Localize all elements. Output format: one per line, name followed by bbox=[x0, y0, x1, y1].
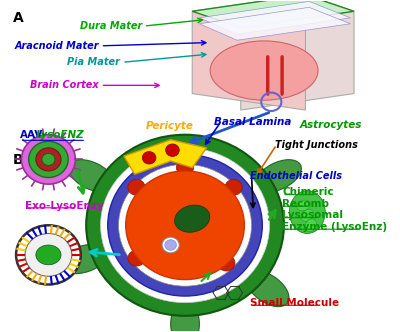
Circle shape bbox=[25, 233, 72, 276]
Text: Dura Mater: Dura Mater bbox=[80, 21, 142, 31]
Text: Endothelial Cells: Endothelial Cells bbox=[250, 171, 342, 181]
Circle shape bbox=[108, 154, 262, 296]
Circle shape bbox=[166, 144, 179, 156]
Ellipse shape bbox=[175, 205, 210, 232]
Polygon shape bbox=[192, 0, 354, 28]
Circle shape bbox=[29, 141, 68, 178]
Text: LysoENZ: LysoENZ bbox=[36, 130, 84, 140]
Circle shape bbox=[218, 255, 235, 271]
Circle shape bbox=[128, 180, 145, 195]
Text: Recomb: Recomb bbox=[282, 199, 329, 209]
Circle shape bbox=[16, 225, 81, 285]
Circle shape bbox=[126, 171, 244, 280]
Text: Astrocytes: Astrocytes bbox=[300, 120, 362, 130]
Text: Chimeric: Chimeric bbox=[282, 187, 334, 197]
Ellipse shape bbox=[289, 191, 325, 233]
Ellipse shape bbox=[36, 245, 61, 265]
Circle shape bbox=[86, 135, 284, 316]
Ellipse shape bbox=[246, 271, 289, 307]
Ellipse shape bbox=[210, 41, 318, 100]
Ellipse shape bbox=[305, 219, 316, 232]
Polygon shape bbox=[192, 0, 354, 28]
Text: AAV-: AAV- bbox=[20, 130, 46, 140]
Circle shape bbox=[42, 153, 55, 165]
Ellipse shape bbox=[69, 160, 114, 192]
Text: B: B bbox=[12, 153, 23, 167]
Text: Enzyme (LysoEnz): Enzyme (LysoEnz) bbox=[282, 222, 387, 232]
Text: Tight Junctions: Tight Junctions bbox=[275, 139, 358, 150]
Text: A: A bbox=[12, 11, 23, 25]
Ellipse shape bbox=[256, 160, 301, 192]
Circle shape bbox=[36, 148, 61, 171]
Ellipse shape bbox=[297, 200, 310, 211]
Text: Exo-LysoEnzy: Exo-LysoEnzy bbox=[25, 201, 104, 210]
Circle shape bbox=[165, 240, 176, 250]
Circle shape bbox=[162, 237, 179, 253]
Circle shape bbox=[118, 164, 252, 286]
Polygon shape bbox=[124, 140, 207, 174]
Ellipse shape bbox=[301, 209, 314, 221]
Ellipse shape bbox=[171, 301, 200, 332]
Polygon shape bbox=[192, 11, 306, 110]
Circle shape bbox=[142, 151, 156, 164]
Circle shape bbox=[100, 148, 270, 303]
Text: Brain Cortex: Brain Cortex bbox=[30, 80, 99, 90]
Text: Small Molecule: Small Molecule bbox=[250, 297, 339, 308]
Circle shape bbox=[22, 135, 75, 184]
Text: Pia Mater: Pia Mater bbox=[68, 57, 120, 67]
Text: Basal Lamina: Basal Lamina bbox=[214, 117, 291, 126]
Circle shape bbox=[176, 160, 194, 176]
Ellipse shape bbox=[60, 244, 108, 274]
Text: Aracnoid Mater: Aracnoid Mater bbox=[14, 41, 99, 51]
Polygon shape bbox=[200, 1, 350, 34]
Text: Pericyte: Pericyte bbox=[146, 122, 193, 131]
Text: Lysosomal: Lysosomal bbox=[282, 210, 343, 220]
Circle shape bbox=[225, 180, 242, 195]
Circle shape bbox=[128, 250, 145, 266]
Polygon shape bbox=[241, 11, 354, 110]
Polygon shape bbox=[200, 7, 350, 40]
